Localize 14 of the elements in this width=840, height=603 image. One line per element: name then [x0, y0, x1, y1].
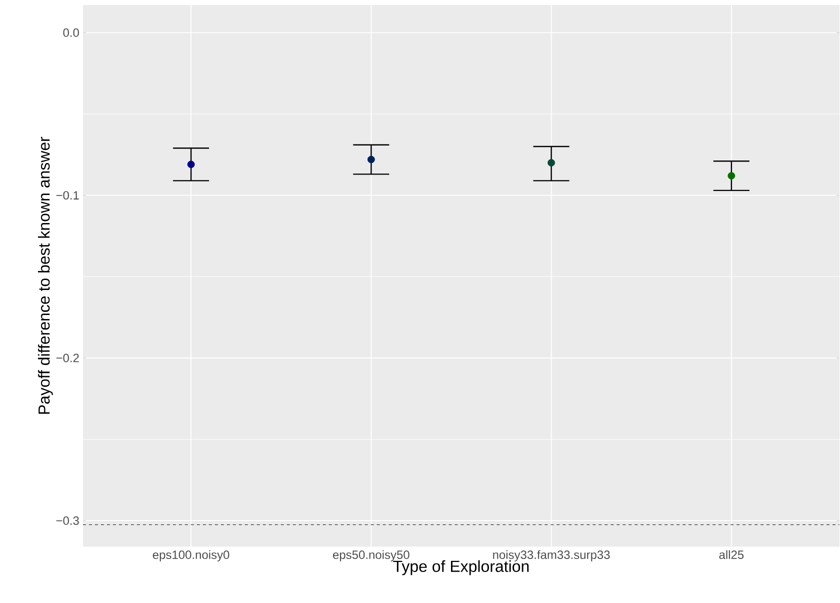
x-tick-label: eps100.noisy0 — [152, 550, 230, 562]
point — [187, 160, 195, 168]
x-tick-label: all25 — [719, 550, 744, 560]
y-axis-title: Payoff difference to best known answer — [38, 137, 53, 414]
point — [367, 156, 375, 164]
x-tick-label: eps50.noisy50 — [332, 550, 410, 562]
point — [548, 159, 555, 167]
x-tick-label: noisy33.fam33.surp33 — [493, 550, 610, 562]
y-tick-label: −0.3 — [56, 516, 79, 526]
y-tick-label: −0.2 — [56, 354, 79, 362]
y-tick-label: 0.0 — [63, 28, 79, 38]
x-axis-title: Type of Exploration — [393, 560, 529, 576]
y-tick-label: −0.1 — [56, 191, 79, 200]
point — [728, 172, 736, 180]
